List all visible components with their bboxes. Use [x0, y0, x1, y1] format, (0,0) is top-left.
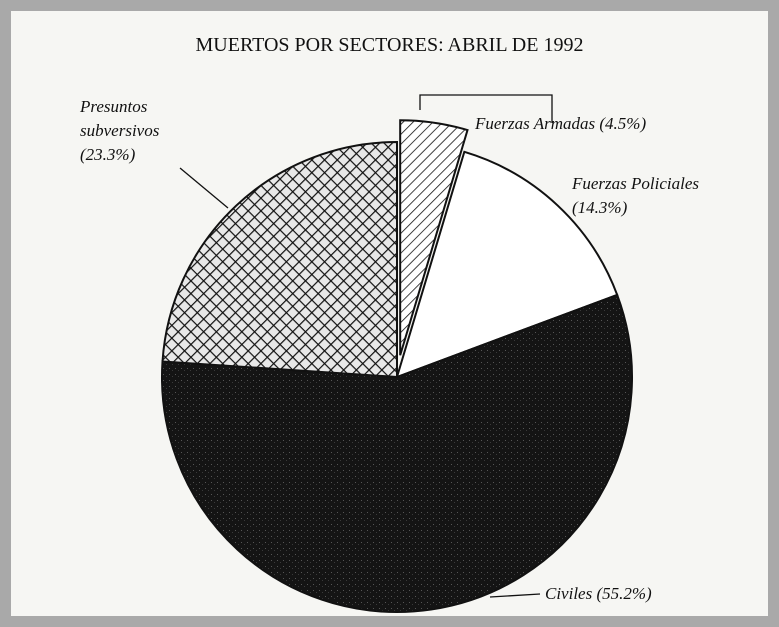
slice-label: Fuerzas Armadas (4.5%)	[475, 112, 735, 136]
value-label: (55.2%)	[596, 584, 652, 603]
pie-slice	[161, 140, 398, 379]
value-label: (4.5%)	[599, 114, 647, 133]
value-label: (23.3%)	[80, 145, 136, 164]
leader-lines	[179, 94, 553, 598]
category-label: Presuntos subversivos	[80, 97, 160, 140]
slice-label: Presuntos subversivos (23.3%)	[80, 95, 190, 167]
slice-label: Civiles (55.2%)	[545, 582, 745, 606]
value-label: (14.3%)	[572, 198, 628, 217]
chart-title: MUERTOS POR SECTORES: ABRIL DE 1992	[195, 34, 584, 56]
category-label: Fuerzas Policiales	[572, 174, 700, 193]
leader-line	[419, 94, 553, 123]
category-label: Civiles	[545, 584, 593, 603]
category-label: Fuerzas Armadas	[475, 114, 596, 133]
pie-slice	[161, 293, 633, 613]
pie-slice	[399, 119, 469, 356]
slice-label: Fuerzas Policiales (14.3%)	[572, 172, 742, 220]
leader-line	[489, 593, 541, 598]
leader-line	[179, 167, 229, 209]
pie-slice	[395, 150, 619, 379]
